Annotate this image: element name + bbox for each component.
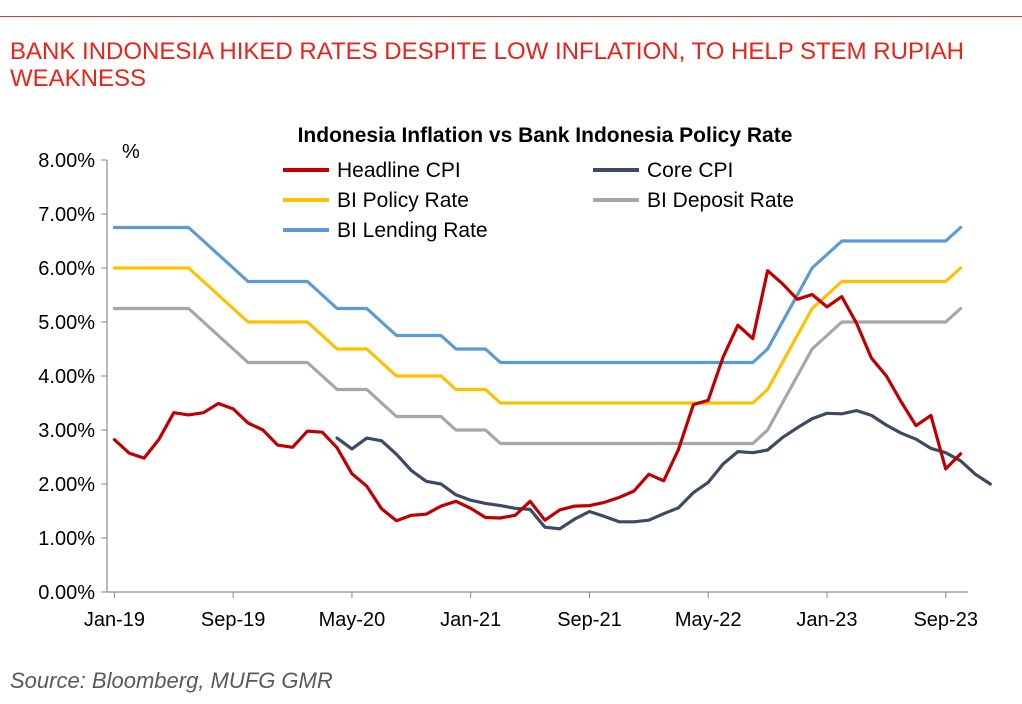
y-axis-unit-label: %: [122, 141, 140, 163]
series-lines: [112, 225, 992, 531]
legend-label-bi-lending-rate: BI Lending Rate: [337, 219, 488, 242]
series-line-bi-policy-rate: [112, 266, 963, 405]
y-tick-label: 6.00%: [38, 258, 95, 280]
source-note: Source: Bloomberg, MUFG GMR: [10, 668, 333, 693]
y-tick-label: 5.00%: [38, 312, 95, 334]
page-headline: BANK INDONESIA HIKED RATES DESPITE LOW I…: [10, 38, 964, 92]
x-tick-label: Jan-19: [84, 609, 145, 631]
legend-label-bi-policy-rate: BI Policy Rate: [337, 189, 469, 212]
legend-label-core-cpi: Core CPI: [647, 159, 733, 182]
series-line-core-cpi: [335, 409, 992, 531]
x-tick-label: Sep-23: [913, 609, 978, 631]
series-line-bi-lending-rate: [112, 225, 963, 365]
axes: 0.00% 1.00% 2.00% 3.00% 4.00% 5.00% 6.00% 7.00%…: [38, 150, 978, 631]
x-tick-label: May-22: [675, 609, 742, 631]
y-tick-label: 7.00%: [38, 204, 95, 226]
y-tick-label: 1.00%: [38, 528, 95, 550]
chart-container: Indonesia Inflation vs Bank Indonesia Po…: [0, 110, 1022, 640]
series-line-headline-cpi: [112, 269, 963, 523]
x-tick-label: Jan-23: [796, 609, 857, 631]
y-tick-label: 4.00%: [38, 366, 95, 388]
y-tick-label: 3.00%: [38, 420, 95, 442]
chart-title: Indonesia Inflation vs Bank Indonesia Po…: [298, 124, 793, 147]
x-tick-label: May-20: [319, 609, 386, 631]
x-tick-label: Sep-21: [557, 609, 622, 631]
legend-label-headline-cpi: Headline CPI: [337, 159, 461, 182]
y-tick-label: 8.00%: [38, 150, 95, 172]
x-tick-label: Jan-21: [440, 609, 501, 631]
legend: Headline CPI Core CPI BI Policy Rate BI Dep…: [283, 159, 794, 242]
x-tick-label: Sep-19: [201, 609, 266, 631]
legend-label-bi-deposit-rate: BI Deposit Rate: [647, 189, 794, 212]
y-tick-label: 2.00%: [38, 474, 95, 496]
series-line-bi-deposit-rate: [112, 306, 963, 446]
top-rule: [0, 16, 1022, 17]
line-chart: Indonesia Inflation vs Bank Indonesia Po…: [38, 124, 992, 631]
y-tick-label: 0.00%: [38, 582, 95, 604]
